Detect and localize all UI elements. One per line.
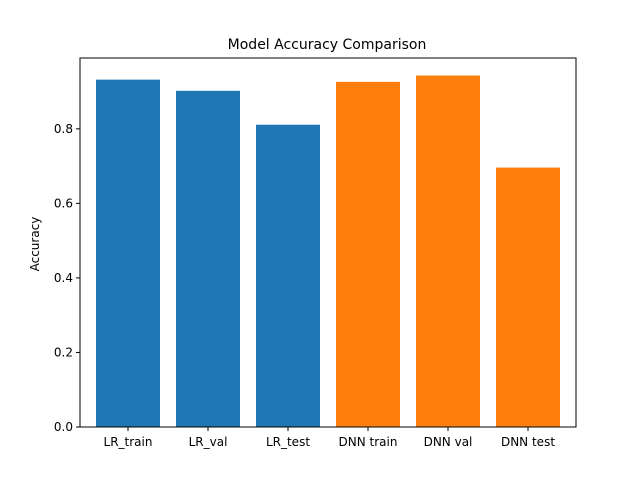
bar-lr-val [176, 90, 240, 428]
bar-dnn-val [416, 75, 480, 427]
bars-group [96, 75, 560, 428]
y-axis-label: Accuracy [28, 217, 42, 272]
bar-dnn-train [336, 81, 400, 427]
x-tick-label: LR_train [104, 435, 153, 449]
x-tick-label: DNN val [424, 435, 473, 449]
x-ticks-group: LR_train LR_val LR_test DNN train DNN val DNN… [104, 427, 555, 449]
x-tick-label: DNN train [339, 435, 398, 449]
y-ticks-group: 0.0 0.2 0.4 0.6 0.8 [54, 122, 80, 434]
bar-dnn-test [496, 167, 560, 427]
y-tick-label: 0.4 [54, 271, 73, 285]
y-tick-label: 0.8 [54, 122, 73, 136]
y-tick-label: 0.0 [54, 420, 73, 434]
y-tick-label: 0.2 [54, 345, 73, 359]
plot-frame [79, 57, 577, 428]
x-tick-label: DNN test [501, 435, 555, 449]
chart-title: Model Accuracy Comparison [228, 37, 427, 53]
y-tick-label: 0.6 [54, 196, 73, 210]
bar-lr-train [96, 79, 160, 428]
x-tick-label: LR_test [266, 435, 310, 449]
bar-lr-test [256, 124, 320, 427]
x-tick-label: LR_val [189, 435, 228, 449]
